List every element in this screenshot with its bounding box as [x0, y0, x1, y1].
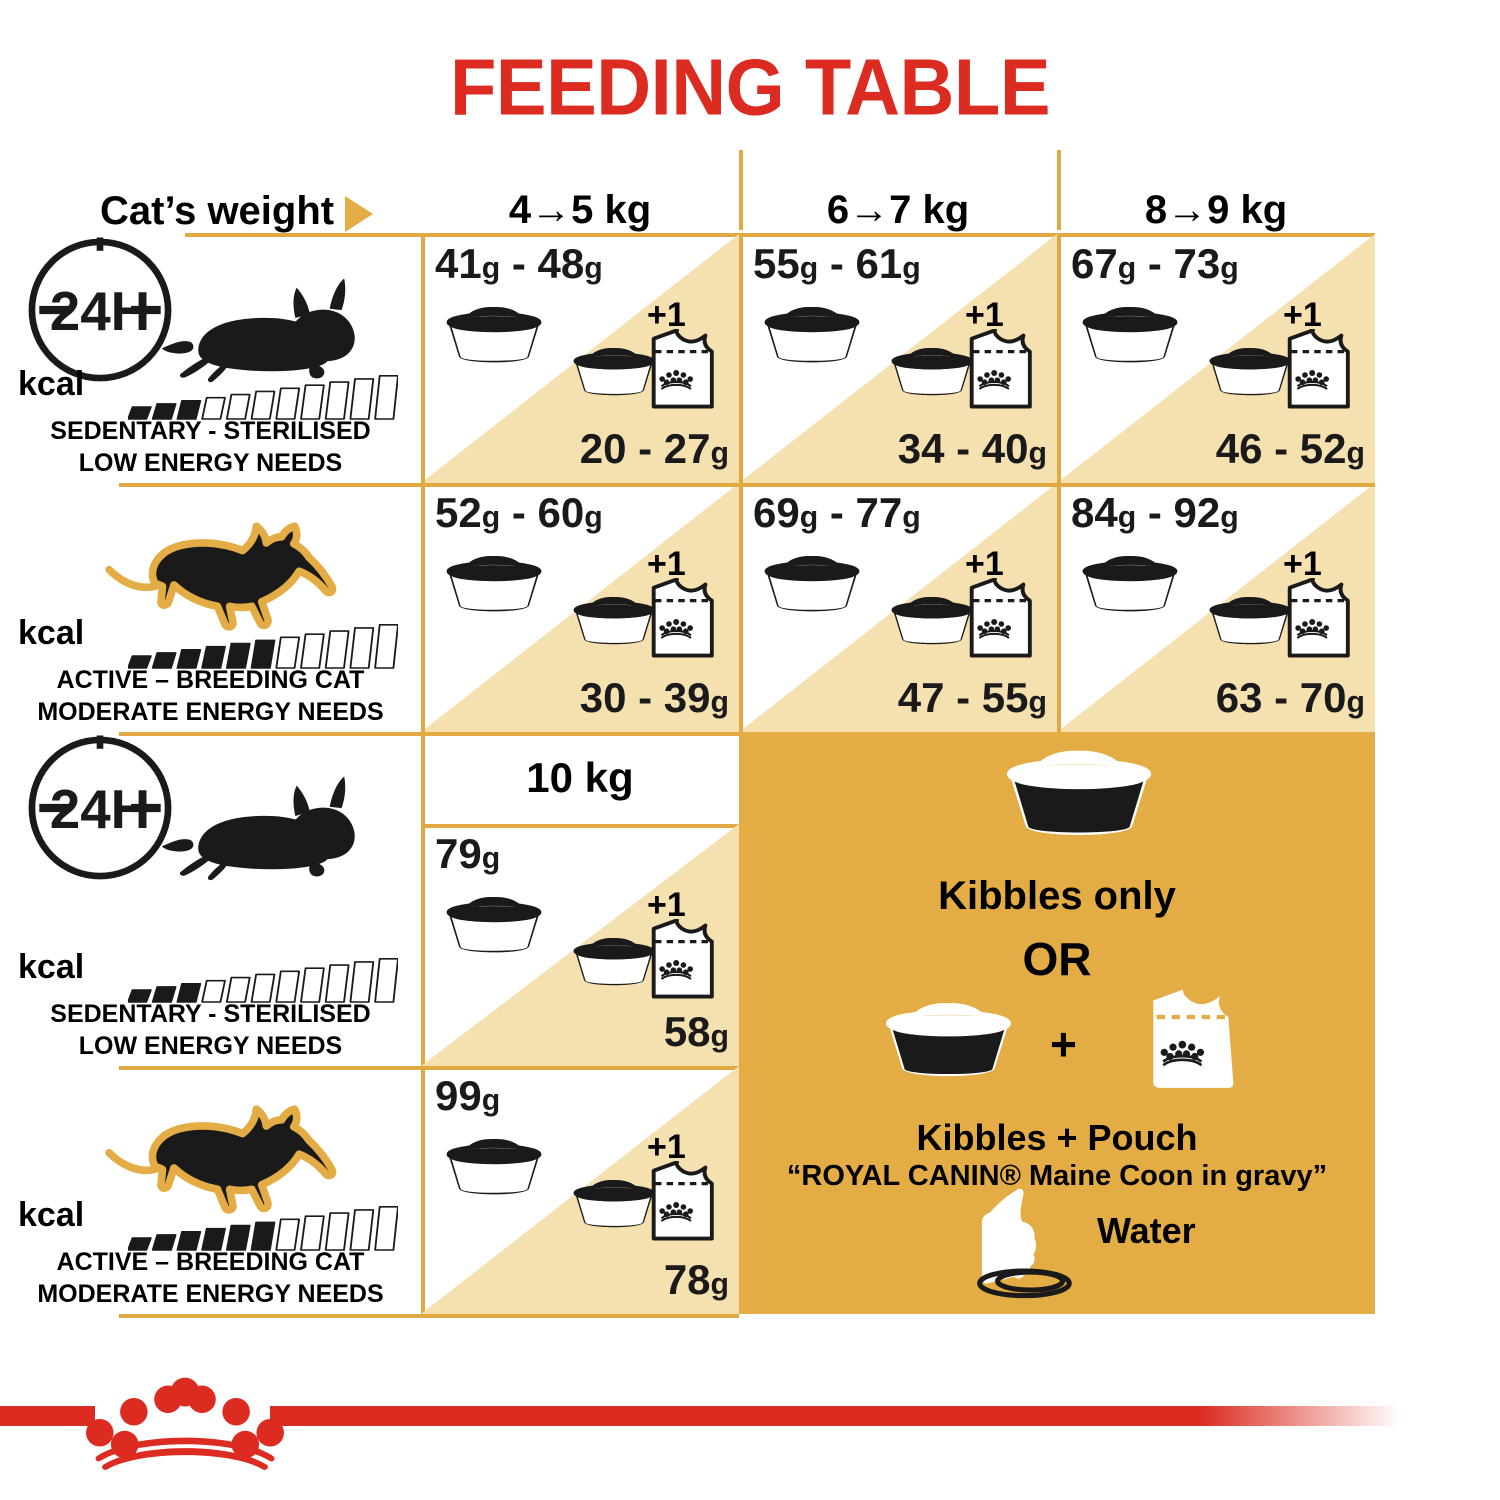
svg-text:24H: 24H — [50, 280, 150, 342]
svg-text:24H: 24H — [50, 778, 150, 840]
